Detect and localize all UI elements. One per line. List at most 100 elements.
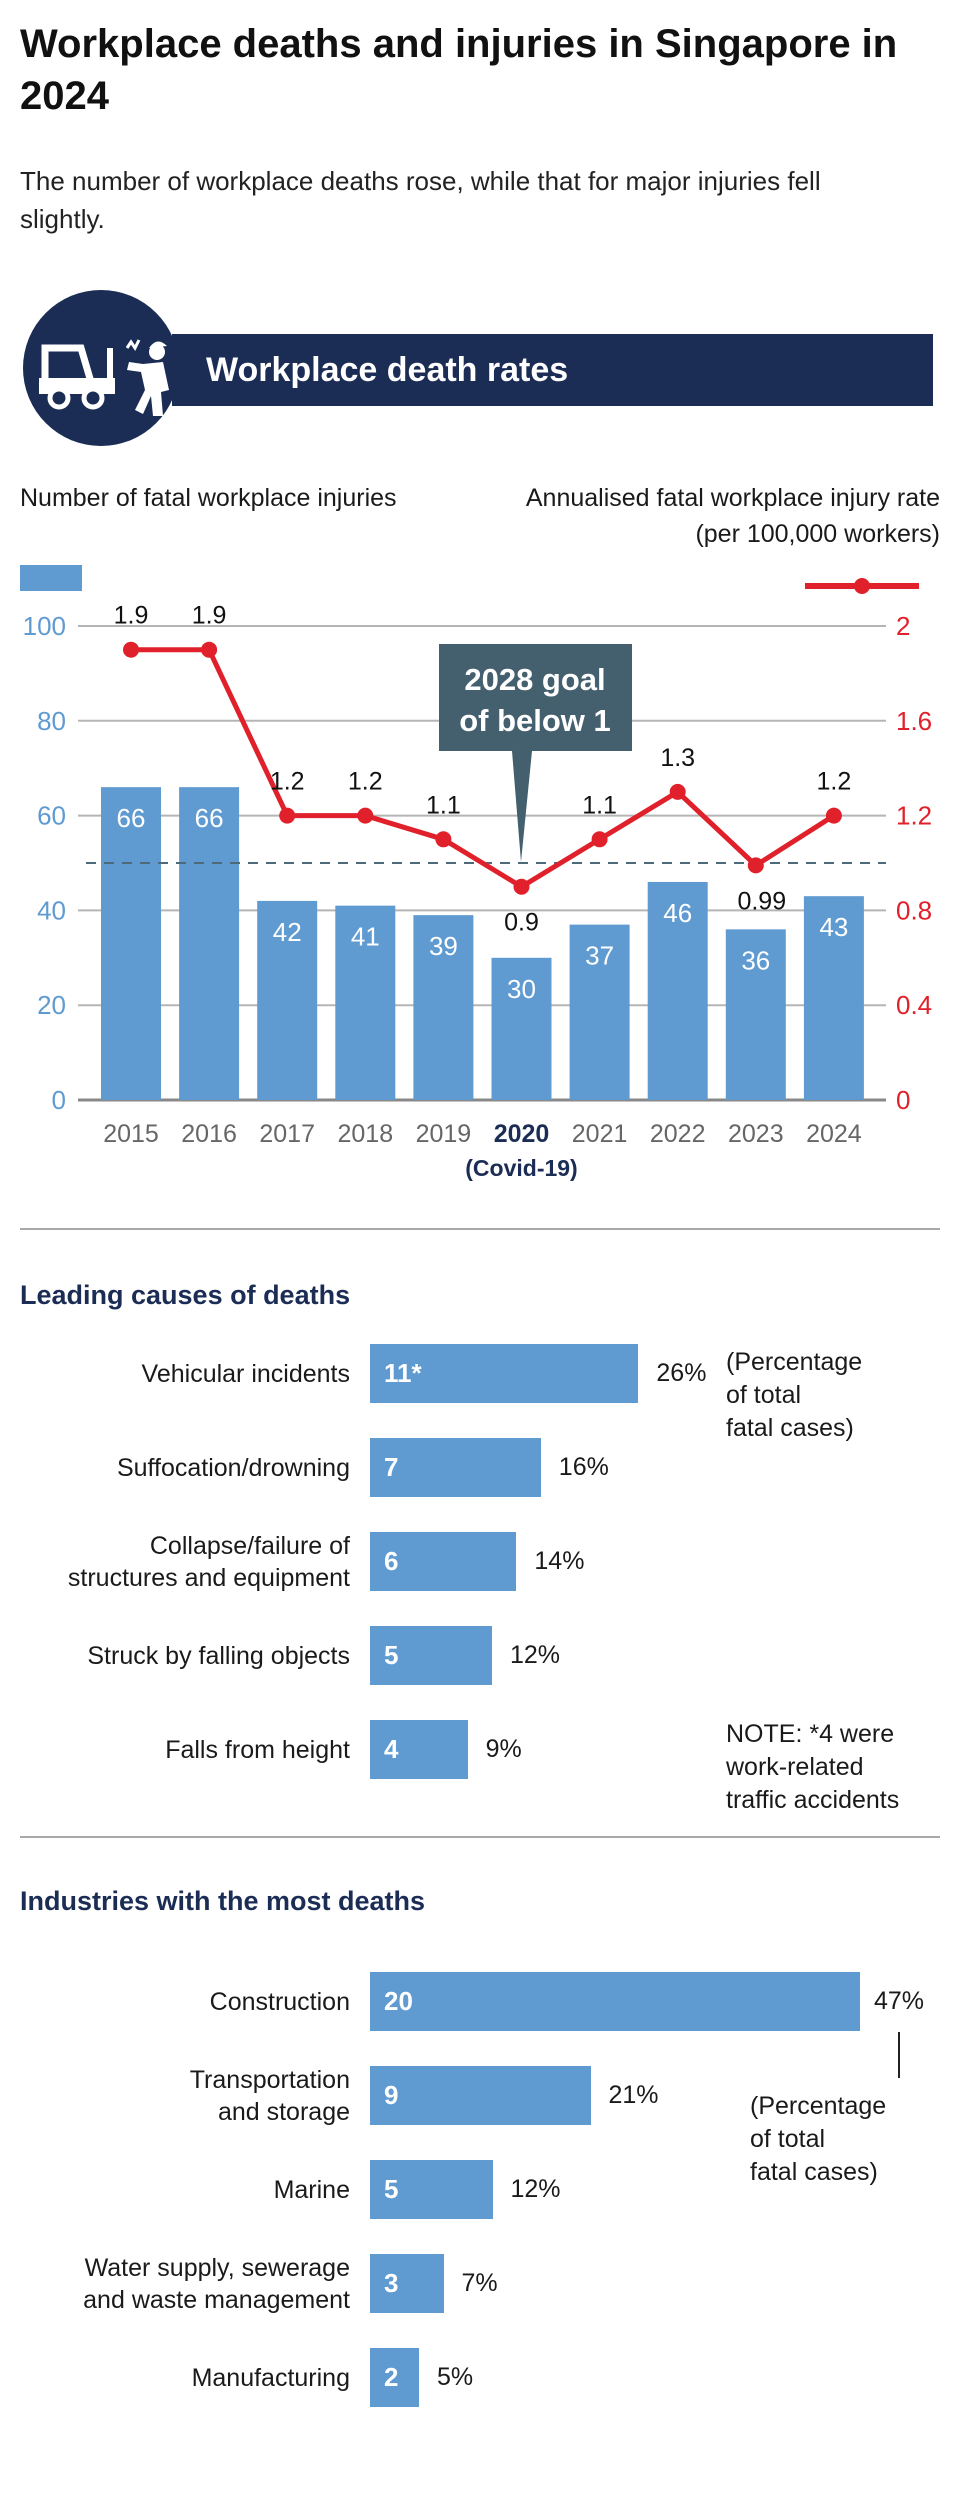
category-label-line: Vehicular incidents	[141, 1359, 350, 1388]
section-title-causes: Leading causes of deaths	[20, 1280, 351, 1310]
percent-label: 21%	[608, 2081, 659, 2109]
bar-value-label: 66	[195, 803, 224, 833]
page-subtitle: The number of workplace deaths rose, whi…	[20, 166, 821, 234]
footnote: NOTE: *4 were work-related traffic accide…	[726, 1718, 960, 1817]
bar-2016	[179, 787, 240, 1100]
category-label: Vehicular incidents	[0, 1358, 350, 1390]
bar-value-label: 41	[351, 922, 380, 952]
percentage-note: (Percentage of total fatal cases)	[726, 1346, 862, 1445]
rate-value-label: 1.2	[270, 768, 305, 796]
section-icon-circle	[23, 290, 179, 446]
rate-value-label: 1.2	[348, 768, 383, 796]
bar-marine: 5	[370, 2160, 493, 2219]
x-tick-label: 2022	[650, 1120, 706, 1148]
rate-value-label: 0.99	[737, 887, 786, 915]
bar-value-label: 7	[384, 1452, 399, 1482]
bar-suffocation-drowning: 7	[370, 1438, 541, 1497]
bar-value-label: 6	[384, 1546, 399, 1576]
bar-2019	[413, 915, 474, 1100]
category-label-line: Suffocation/drowning	[116, 1453, 350, 1482]
rate-value-label: 1.2	[817, 768, 852, 796]
category-label-line: Manufacturing	[191, 2363, 350, 2392]
bar-value-label: 46	[663, 898, 692, 928]
category-label: Construction	[0, 1986, 350, 2018]
bar-vehicular-incidents: 11*	[370, 1344, 639, 1403]
bar-construction: 20	[370, 1972, 860, 2031]
rate-point-2017	[279, 807, 296, 824]
bar-value-label: 43	[819, 912, 848, 942]
percentage-note-line: fatal cases)	[726, 1414, 854, 1442]
percentage-note-line: (Percentage	[750, 2092, 887, 2120]
right-tick-label: 0.8	[896, 895, 932, 925]
category-label: Transportation and storage	[0, 2064, 350, 2128]
bar-value-label: 5	[384, 2174, 399, 2204]
rate-value-label: 1.3	[660, 744, 695, 772]
rate-line	[131, 647, 836, 890]
bar-water-supply-sewerage-and-waste-management: 3	[370, 2254, 444, 2313]
percent-label: 12%	[510, 1641, 561, 1669]
x-tick-label: 2024	[806, 1120, 862, 1148]
goal-callout-text: of below 1	[459, 703, 611, 738]
bar-2018	[335, 905, 396, 1100]
left-tick-label: 100	[23, 611, 66, 641]
section-title-industries: Industries with the most deaths	[20, 1886, 426, 1916]
goal-callout-text: 2028 goal	[464, 662, 605, 697]
bar-value-label: 30	[507, 974, 536, 1004]
category-label: Water supply, sewerage and waste manageme…	[0, 2252, 350, 2316]
percent-label: 5%	[437, 2363, 474, 2391]
percent-label: 26%	[656, 1359, 707, 1387]
rate-point-2016	[201, 641, 218, 658]
category-label-line: Construction	[209, 1987, 350, 2016]
bar-value-label: 37	[585, 941, 614, 971]
x-tick-label: 2017	[259, 1120, 315, 1148]
legend-bar-swatch	[20, 565, 82, 591]
combo-chart: 0 0 20 0.4 40 0.8 60 1.2 80 1.6 100 2 66 2015 66 2016 42…	[20, 565, 932, 1181]
rate-point-2022	[669, 783, 686, 800]
page-title: Workplace deaths and injuries in Singapo…	[20, 22, 898, 118]
percent-label: 14%	[534, 1547, 585, 1575]
rate-point-2024	[825, 807, 842, 824]
x-tick-label: 2020	[494, 1120, 550, 1148]
rate-point-2019	[435, 831, 452, 848]
x-tick-label: 2018	[337, 1120, 393, 1148]
percent-label: 12%	[510, 2175, 561, 2203]
bar-2023	[725, 929, 786, 1100]
bar-value-label: 11*	[384, 1358, 422, 1388]
goal-callout-box	[439, 644, 632, 862]
section-title-death-rates: Workplace death rates	[206, 351, 569, 389]
x-tick-label: 2015	[103, 1120, 159, 1148]
right-axis-title: Annualised fatal workplace injury rate (…	[380, 480, 940, 552]
left-tick-label: 0	[52, 1085, 66, 1115]
category-label-line: and waste management	[83, 2285, 350, 2314]
right-tick-label: 2	[896, 611, 910, 641]
right-tick-label: 1.6	[896, 706, 932, 736]
category-label: Marine	[0, 2174, 350, 2206]
category-label: Falls from height	[0, 1734, 350, 1766]
percentage-note: (Percentage of total fatal cases)	[750, 2090, 886, 2189]
bar-2022	[647, 881, 708, 1100]
section-divider	[20, 1228, 940, 1230]
rate-value-label: 1.9	[192, 602, 227, 630]
bar-value-label: 9	[384, 2080, 399, 2110]
rate-point-2015	[123, 641, 139, 658]
right-tick-label: 1.2	[896, 801, 932, 831]
section-divider	[20, 1836, 940, 1838]
category-label-line: Collapse/failure of	[149, 1531, 350, 1560]
bar-falls-from-height: 4	[370, 1720, 468, 1779]
rate-value-label: 1.1	[582, 791, 617, 819]
rate-point-2020	[513, 878, 530, 895]
section-header-band	[172, 334, 933, 406]
bar-transportation-and-storage: 9	[370, 2066, 591, 2125]
category-label-line: and storage	[217, 2097, 350, 2126]
percentage-note-line: of total	[750, 2125, 826, 2153]
footnote-line: traffic accidents	[726, 1786, 900, 1814]
bar-2021	[569, 924, 630, 1100]
rate-value-label: 1.1	[426, 791, 461, 819]
percentage-note-line: fatal cases)	[750, 2158, 878, 2186]
percent-label: 9%	[485, 1735, 522, 1763]
percentage-note-leader	[898, 2032, 900, 2078]
rate-point-2021	[591, 831, 608, 848]
category-label: Suffocation/drowning	[0, 1452, 350, 1484]
x-tick-label: 2019	[416, 1120, 472, 1148]
